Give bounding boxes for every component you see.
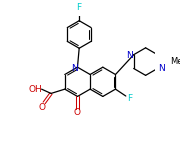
- Text: N: N: [158, 64, 165, 73]
- Text: O: O: [74, 108, 81, 117]
- Text: O: O: [39, 103, 46, 112]
- Text: F: F: [127, 94, 132, 103]
- Text: OH: OH: [29, 85, 42, 94]
- Text: N: N: [126, 51, 133, 60]
- Text: N: N: [71, 63, 77, 73]
- Text: F: F: [77, 3, 82, 12]
- Text: Me: Me: [170, 57, 180, 66]
